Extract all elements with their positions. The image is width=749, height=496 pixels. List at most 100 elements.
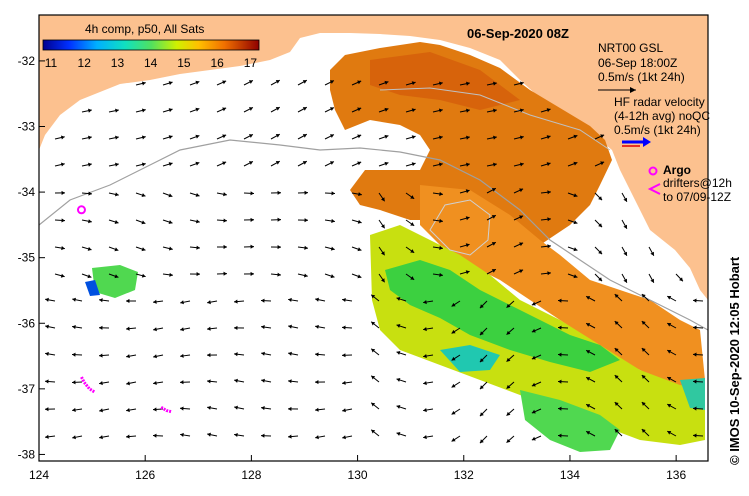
current-arrowhead (479, 331, 484, 336)
contour-inner (379, 87, 611, 151)
current-arrowhead (72, 435, 76, 440)
current-arrowhead (531, 409, 536, 414)
colorbar-tick-label: 12 (78, 56, 92, 70)
colorbar-title: 4h comp, p50, All Sats (85, 22, 204, 36)
current-arrowhead (261, 406, 265, 411)
current-arrowhead (168, 246, 173, 251)
current-arrowhead (329, 80, 334, 84)
current-arrowhead (153, 327, 157, 332)
current-arrowhead (573, 134, 578, 139)
current-arrowhead (207, 379, 211, 384)
current-arrowhead (45, 324, 49, 329)
current-arrowhead (234, 325, 238, 330)
current-arrowhead (598, 223, 603, 228)
current-arrowhead (558, 433, 562, 438)
current-arrowhead (223, 218, 227, 223)
current-arrowhead (87, 246, 92, 251)
current-arrowhead (88, 162, 92, 167)
current-arrowhead (114, 220, 119, 224)
y-tick-label: -36 (18, 316, 36, 330)
x-axis: 124 126 128 130 132 134 136 (29, 455, 686, 482)
drifter-track (160, 405, 173, 414)
current-arrowhead (573, 220, 578, 225)
current-arrowhead (531, 436, 536, 441)
colorbar-gradient (42, 39, 260, 51)
current-arrowhead (600, 161, 605, 166)
current-arrowhead (141, 135, 146, 140)
drifter-tracks (80, 376, 173, 414)
current-arrowhead (396, 432, 401, 436)
date-header: 06-Sep-2020 08Z (467, 26, 569, 41)
current-arrowhead (650, 251, 654, 256)
current-arrowhead (248, 134, 253, 138)
current-arrowhead (330, 246, 335, 251)
drifter-legend-icon (647, 183, 661, 195)
y-tick-label: -32 (18, 54, 36, 68)
current-arrowhead (141, 193, 146, 198)
current-arrowhead (423, 326, 427, 332)
current-arrowhead (114, 274, 119, 279)
current-arrowhead (342, 380, 346, 385)
current-arrowhead (250, 271, 254, 276)
current-arrowhead (623, 251, 628, 256)
current-arrowhead (667, 296, 672, 300)
current-arrowhead (396, 378, 401, 382)
current-arrowhead (357, 107, 362, 112)
current-arrowhead (275, 107, 280, 111)
current-arrowhead (384, 161, 389, 166)
current-arrowhead (234, 405, 238, 410)
x-tick-label: 132 (454, 468, 474, 482)
current-arrowhead (141, 108, 146, 113)
current-arrowhead (329, 134, 334, 138)
current-arrowhead (195, 161, 200, 166)
sst-west-blue (85, 280, 100, 296)
current-arrowhead (623, 224, 628, 229)
current-arrowhead (114, 192, 119, 197)
current-arrowhead (330, 274, 335, 279)
current-arrowhead (693, 433, 697, 438)
current-arrowhead (99, 381, 103, 386)
argo-legend-label: Argo (663, 163, 691, 177)
current-arrowhead (115, 108, 119, 113)
current-arrowhead (223, 192, 227, 197)
current-arrowhead (357, 134, 362, 139)
current-arrowhead (275, 161, 280, 165)
current-arrowhead (586, 431, 591, 435)
current-arrowhead (423, 353, 427, 359)
colorbar-tick-label: 17 (244, 56, 258, 70)
current-arrowhead (153, 354, 157, 359)
current-arrowhead (614, 429, 619, 433)
current-arrowhead (234, 352, 238, 357)
current-arrowhead (302, 161, 307, 165)
x-tick-label: 130 (348, 468, 368, 482)
current-arrowhead (180, 353, 184, 358)
current-arrowhead (234, 378, 238, 383)
current-arrowhead (380, 197, 385, 202)
current-arrowhead (331, 218, 335, 224)
current-arrowhead (261, 433, 265, 438)
current-arrowhead (423, 299, 427, 305)
current-arrowhead (614, 294, 619, 298)
current-arrowhead (531, 301, 536, 306)
current-arrowhead (288, 351, 292, 356)
current-arrowhead (169, 272, 173, 277)
gsl-title: NRT00 GSL (598, 41, 663, 55)
current-arrowhead (396, 405, 401, 409)
current-arrowhead (45, 379, 49, 384)
gsl-time: 06-Sep 18:00Z (598, 56, 677, 70)
current-arrowhead (61, 218, 65, 223)
current-arrowhead (277, 190, 281, 195)
current-arrowhead (506, 330, 511, 335)
current-arrowhead (493, 135, 497, 140)
current-arrowhead (451, 356, 456, 361)
current-arrowhead (168, 193, 173, 198)
current-arrowhead (519, 162, 524, 167)
current-arrowhead (153, 407, 157, 412)
current-arrowhead (491, 242, 496, 246)
current-arrowhead (277, 217, 281, 222)
x-tick-label: 134 (560, 468, 580, 482)
gsl-scale-arrowhead (630, 87, 636, 93)
current-arrowhead (439, 272, 443, 277)
current-arrowhead (371, 402, 376, 407)
